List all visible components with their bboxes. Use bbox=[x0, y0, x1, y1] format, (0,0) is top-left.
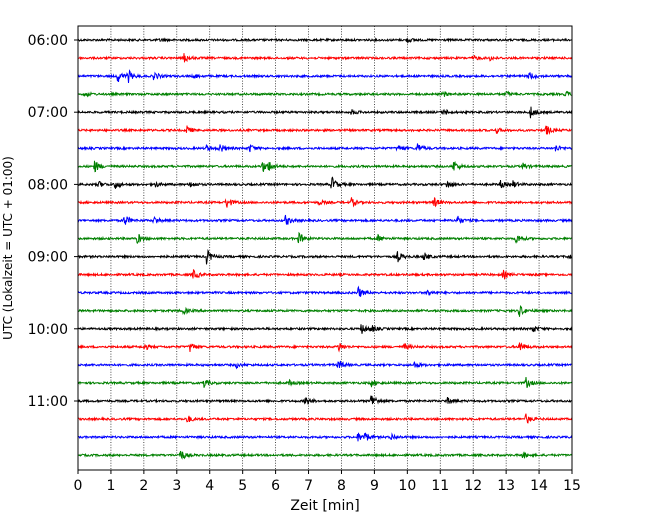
x-tick-label: 3 bbox=[172, 478, 181, 494]
x-tick-label: 0 bbox=[74, 478, 83, 494]
seismogram-trace bbox=[77, 143, 573, 153]
seismogram-trace bbox=[77, 53, 573, 63]
seismogram-trace bbox=[77, 176, 573, 189]
y-axis-ticks: 06:00 07:00 08:00 09:00 10:00 11:00 bbox=[28, 33, 78, 410]
traces-group bbox=[77, 37, 573, 460]
seismogram-trace bbox=[77, 324, 573, 334]
seismogram-trace bbox=[77, 249, 573, 265]
x-tick-label: 12 bbox=[464, 478, 482, 494]
x-tick-label: 1 bbox=[106, 478, 115, 494]
seismogram-trace bbox=[77, 432, 573, 442]
x-tick-label: 2 bbox=[139, 478, 148, 494]
seismogram-trace bbox=[77, 231, 573, 244]
seismogram-trace bbox=[77, 342, 573, 353]
x-tick-label: 4 bbox=[205, 478, 214, 494]
x-tick-label: 5 bbox=[238, 478, 247, 494]
x-tick-label: 6 bbox=[271, 478, 280, 494]
seismogram-trace bbox=[77, 37, 573, 44]
plot-frame bbox=[77, 25, 573, 471]
x-axis-label: Zeit [min] bbox=[290, 498, 359, 514]
seismogram-trace bbox=[77, 160, 573, 173]
seismogram-trace bbox=[77, 395, 573, 405]
seismogram-trace bbox=[77, 269, 573, 281]
seismogram-trace bbox=[77, 90, 573, 98]
seismogram-trace bbox=[77, 69, 573, 83]
x-tick-label: 13 bbox=[497, 478, 515, 494]
seismogram-trace bbox=[77, 376, 573, 389]
seismogram-trace bbox=[77, 450, 573, 460]
y-axis-label: UTC (Lokalzeit = UTC + 01:00) bbox=[1, 156, 15, 340]
seismogram-trace bbox=[77, 360, 573, 370]
x-tick-label: 11 bbox=[431, 478, 449, 494]
seismogram-trace bbox=[77, 413, 573, 424]
y-tick-label: 11:00 bbox=[28, 394, 68, 410]
y-tick-label: 09:00 bbox=[28, 250, 68, 266]
y-tick-label: 06:00 bbox=[28, 33, 68, 49]
seismogram-trace bbox=[77, 106, 573, 119]
grid-lines bbox=[110, 26, 540, 470]
y-tick-label: 08:00 bbox=[28, 177, 68, 193]
y-tick-label: 10:00 bbox=[28, 322, 68, 338]
x-tick-label: 7 bbox=[304, 478, 313, 494]
seismogram-trace bbox=[77, 304, 573, 317]
y-tick-label: 07:00 bbox=[28, 105, 68, 121]
seismogram-trace bbox=[77, 214, 573, 225]
seismogram-trace bbox=[77, 125, 573, 135]
x-tick-label: 15 bbox=[563, 478, 581, 494]
x-tick-label: 8 bbox=[337, 478, 346, 494]
seismogram-trace bbox=[77, 285, 573, 297]
x-tick-label: 14 bbox=[530, 478, 548, 494]
x-tick-label: 10 bbox=[398, 478, 416, 494]
x-tick-label: 9 bbox=[370, 478, 379, 494]
seismogram-trace bbox=[77, 197, 573, 208]
x-axis-ticks: 0 1 2 3 4 5 6 7 8 9 10 11 12 13 14 15 bbox=[74, 470, 581, 494]
